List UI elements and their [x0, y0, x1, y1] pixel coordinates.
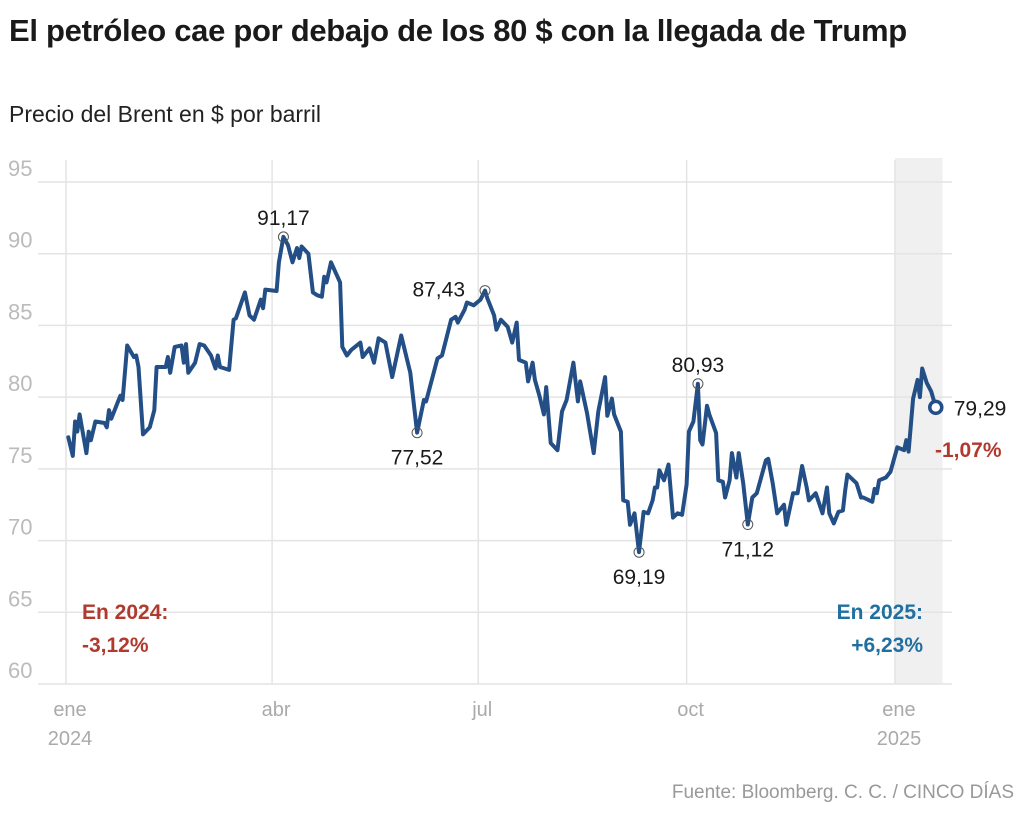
point-label: 80,93 — [672, 354, 725, 377]
price-line — [66, 234, 938, 555]
point-marker — [692, 378, 704, 390]
chart-title: El petróleo cae por debajo de los 80 $ c… — [9, 13, 907, 48]
source-note: Fuente: Bloomberg. C. C. / CINCO DÍAS — [671, 782, 1014, 803]
point-label: 69,19 — [613, 566, 666, 589]
x-tick-year: 2025 — [877, 728, 922, 750]
y-tick-label: 75 — [8, 443, 32, 468]
y-tick-label: 85 — [8, 299, 32, 324]
point-label: 77,52 — [391, 447, 444, 470]
point-marker — [633, 546, 645, 558]
point-label: 71,12 — [721, 539, 774, 562]
note-2025-label: En 2025: — [837, 601, 923, 624]
point-marker — [411, 427, 423, 439]
point-label: 91,17 — [257, 207, 310, 230]
y-tick-label: 90 — [8, 228, 32, 253]
x-tick-year: 2024 — [48, 728, 93, 750]
point-marker — [277, 231, 289, 243]
note-2024-value: -3,12% — [82, 634, 149, 657]
x-tick-label: abr — [262, 699, 291, 721]
point-label: 87,43 — [412, 279, 465, 302]
y-tick-label: 80 — [8, 371, 32, 396]
y-tick-label: 60 — [8, 658, 32, 683]
y-tick-label: 70 — [8, 515, 32, 540]
y-tick-label: 95 — [8, 156, 32, 181]
last-point-marker — [928, 399, 944, 416]
y-tick-label: 65 — [8, 586, 32, 611]
note-2025-value: +6,23% — [851, 634, 923, 657]
point-marker — [742, 519, 754, 531]
x-tick-label: ene — [882, 699, 915, 721]
x-tick-label: oct — [677, 699, 704, 721]
chart-subtitle: Precio del Brent en $ por barril — [9, 101, 321, 127]
last-change-label: -1,07% — [935, 439, 1002, 462]
point-marker — [479, 285, 491, 297]
point-label: 79,29 — [954, 397, 1007, 420]
note-2024-label: En 2024: — [82, 601, 168, 624]
x-tick-label: jul — [471, 699, 492, 721]
highlight-band — [894, 158, 943, 684]
x-tick-label: ene — [53, 699, 86, 721]
